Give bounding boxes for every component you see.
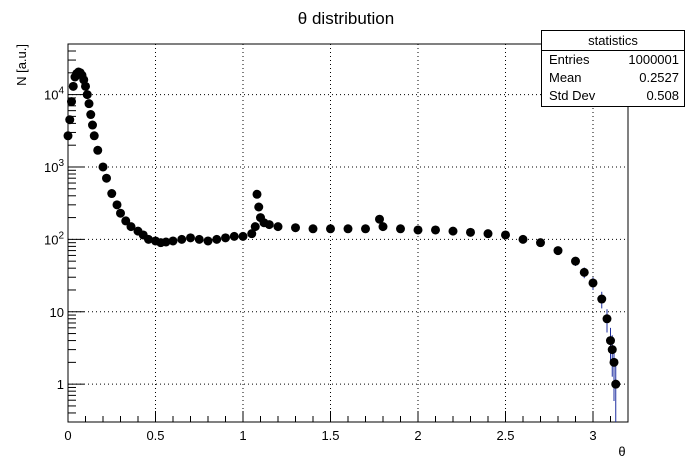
data-point <box>93 145 103 155</box>
data-point <box>194 234 204 244</box>
chart-title: θ distribution <box>298 9 394 28</box>
data-points <box>63 67 621 389</box>
data-point <box>483 229 493 239</box>
x-axis-label: θ <box>618 444 625 459</box>
data-point <box>413 225 423 235</box>
data-point <box>254 202 264 212</box>
data-point <box>112 200 122 210</box>
data-point <box>326 224 335 234</box>
data-point <box>579 267 589 277</box>
data-point <box>553 246 563 256</box>
x-tick-label: 1 <box>239 428 246 443</box>
statistics-box: statistics Entries 1000001 Mean 0.2527 S… <box>541 30 685 107</box>
y-tick-label: 1 <box>57 377 64 392</box>
data-point <box>375 214 384 224</box>
x-tick-label: 2 <box>414 428 421 443</box>
statistics-title: statistics <box>542 31 684 51</box>
data-point <box>343 224 353 234</box>
data-point <box>611 379 621 389</box>
data-point <box>264 220 274 230</box>
x-tick-label: 0 <box>64 428 71 443</box>
data-point <box>161 237 171 247</box>
data-point <box>466 227 475 237</box>
data-point <box>121 216 131 226</box>
data-point <box>88 120 97 130</box>
data-point <box>144 234 153 244</box>
data-point <box>247 229 257 239</box>
stats-label: Mean <box>549 70 582 85</box>
grid-lines <box>68 44 628 422</box>
data-point <box>501 230 510 240</box>
data-point <box>126 222 136 232</box>
data-point <box>308 224 318 234</box>
data-point <box>65 115 75 125</box>
stats-row-entries: Entries 1000001 <box>542 51 684 69</box>
data-point <box>431 225 440 235</box>
data-point <box>250 222 260 232</box>
x-tick-label: 1.5 <box>321 428 339 443</box>
data-point <box>518 234 528 244</box>
data-point <box>597 294 607 304</box>
x-tick-label: 0.5 <box>146 428 164 443</box>
data-point <box>63 131 73 141</box>
stats-row-mean: Mean 0.2527 <box>542 69 684 87</box>
y-tick-label: 10 <box>50 305 64 320</box>
data-point <box>203 236 213 246</box>
data-point <box>607 345 617 355</box>
data-point <box>273 222 283 232</box>
data-point <box>571 256 580 266</box>
stats-label: Entries <box>549 52 590 67</box>
data-point <box>68 81 78 91</box>
data-point <box>98 162 108 172</box>
data-point <box>606 336 615 346</box>
data-point <box>536 238 545 248</box>
data-point <box>67 97 76 107</box>
stats-row-stddev: Std Dev 0.508 <box>542 87 684 105</box>
data-point <box>609 357 619 367</box>
data-point <box>588 278 598 288</box>
data-point <box>238 231 248 241</box>
stats-value: 0.2527 <box>639 70 679 85</box>
y-tick-label: 103 <box>44 158 64 175</box>
stats-value: 0.508 <box>646 88 679 103</box>
data-point <box>168 236 178 246</box>
y-tick-label: 102 <box>44 230 64 247</box>
y-tick-label: 104 <box>44 86 64 103</box>
data-point <box>252 189 262 199</box>
data-point <box>448 226 458 236</box>
data-point <box>177 234 187 244</box>
data-point <box>89 131 99 141</box>
error-bars <box>67 71 617 422</box>
data-point <box>186 233 195 243</box>
data-point <box>602 314 612 324</box>
y-axis-ticks: 1 10 102 103 104 <box>44 50 84 423</box>
x-tick-label: 3 <box>589 428 596 443</box>
stats-label: Std Dev <box>549 88 596 103</box>
stats-value: 1000001 <box>628 52 679 67</box>
data-point <box>291 223 300 233</box>
data-point <box>84 99 94 109</box>
data-point <box>221 233 230 243</box>
y-axis-label: N [a.u.] <box>14 44 29 86</box>
data-point <box>102 173 111 183</box>
data-point <box>378 222 388 232</box>
x-axis-ticks: 0 0.5 1 1.5 2 2.5 3 <box>64 411 611 443</box>
data-point <box>82 90 92 100</box>
data-point <box>361 224 370 234</box>
data-point <box>229 231 239 241</box>
data-point <box>81 81 90 91</box>
data-point <box>212 234 222 244</box>
data-point <box>396 224 405 234</box>
data-point <box>116 208 125 218</box>
x-tick-label: 2.5 <box>496 428 514 443</box>
data-point <box>107 189 117 199</box>
data-point <box>86 110 96 120</box>
